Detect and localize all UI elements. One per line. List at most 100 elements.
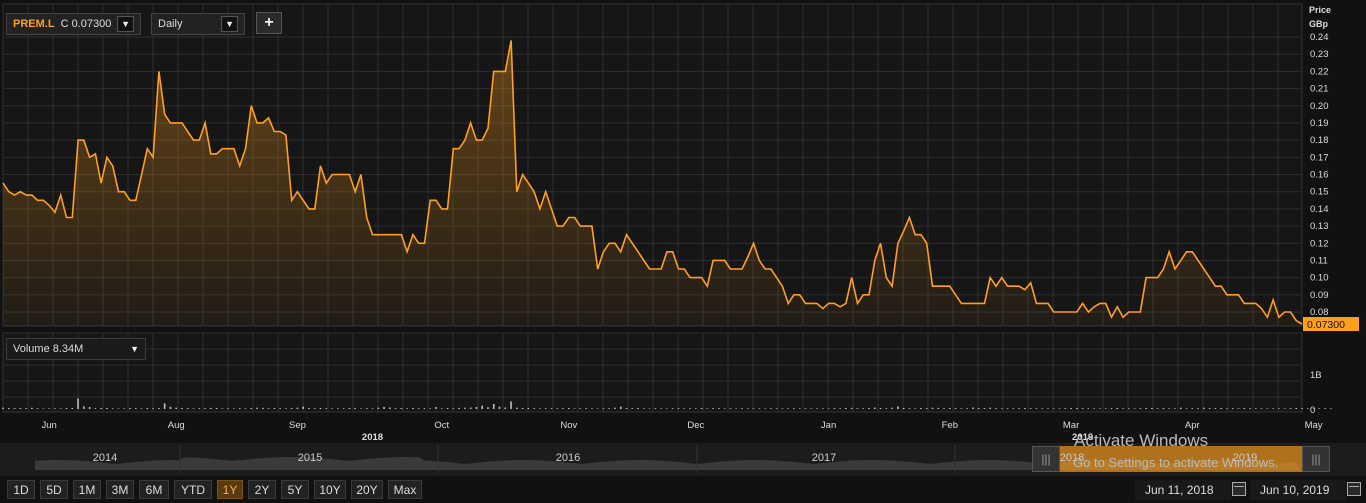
volume-bar [567, 408, 570, 409]
volume-bar [83, 406, 85, 409]
volume-bar [862, 408, 865, 409]
start-date[interactable]: Jun 11, 2018 [1135, 480, 1231, 500]
volume-bar [417, 408, 420, 409]
volume-bar [475, 407, 478, 409]
range-button-2y[interactable]: 2Y [248, 480, 276, 499]
range-button-5d[interactable]: 5D [40, 480, 68, 499]
x-tick-label: Feb [942, 420, 958, 431]
volume-bar [7, 408, 10, 409]
volume-bar [539, 408, 541, 409]
volume-bar [925, 408, 928, 409]
volume-bar [879, 408, 882, 409]
volume-bar [619, 406, 622, 409]
y-tick-label: 0.20 [1310, 101, 1329, 112]
volume-bar [100, 408, 102, 409]
volume-selector[interactable]: Volume 8.34M ▼ [6, 338, 146, 360]
volume-bar [902, 408, 905, 409]
volume-bar [1220, 408, 1222, 409]
interval-selector[interactable]: Daily ▼ [151, 13, 245, 35]
volume-bar [169, 406, 172, 409]
volume-bar [215, 408, 218, 409]
navigator-year-label: 2019 [1233, 452, 1257, 464]
range-button-5y[interactable]: 5Y [281, 480, 309, 499]
volume-bar [643, 408, 645, 409]
range-button-20y[interactable]: 20Y [351, 480, 383, 499]
range-button-1y[interactable]: 1Y [217, 480, 243, 499]
volume-bar [954, 408, 957, 409]
volume-bar [1283, 408, 1286, 409]
y-tick-label: 0.17 [1310, 152, 1329, 163]
volume-bar [706, 408, 709, 409]
volume-bar [850, 407, 853, 409]
range-button-10y[interactable]: 10Y [314, 480, 346, 499]
volume-bar [516, 407, 518, 409]
y-tick-label: 0.15 [1310, 187, 1329, 198]
volume-bar [129, 408, 131, 409]
volume-bar [798, 408, 801, 409]
volume-bar [2, 407, 4, 409]
volume-bar [469, 407, 472, 409]
volume-bar [1260, 408, 1263, 409]
range-button-1m[interactable]: 1M [73, 480, 101, 499]
volume-bar [435, 407, 437, 409]
volume-bar [683, 408, 686, 409]
volume-bar [827, 408, 830, 409]
volume-bar [689, 408, 691, 409]
volume-bar [1087, 408, 1090, 409]
volume-bar [1162, 408, 1165, 409]
chevron-down-icon[interactable]: ▼ [221, 16, 238, 32]
range-button-max[interactable]: Max [388, 480, 422, 499]
volume-bar [1203, 407, 1205, 409]
volume-bar [106, 408, 108, 409]
volume-bar [1318, 408, 1321, 409]
y-tick-label: 0.11 [1310, 255, 1328, 266]
volume-bar [666, 408, 668, 409]
navigator-right-handle[interactable]: ||| [1302, 446, 1330, 472]
volume-bar [949, 408, 951, 409]
last-value-label: 0.07300 [1307, 319, 1345, 331]
y-tick-label: 0.10 [1310, 273, 1329, 284]
navigator-area [35, 457, 1300, 470]
volume-bar [671, 408, 674, 409]
plus-icon[interactable]: + [256, 12, 282, 34]
range-button-6m[interactable]: 6M [139, 480, 169, 499]
volume-bar [1312, 408, 1315, 409]
chevron-down-icon[interactable]: ▼ [117, 16, 134, 32]
chevron-down-icon[interactable]: ▼ [130, 344, 139, 354]
volume-bar [631, 408, 634, 409]
navigator-left-handle[interactable]: ||| [1032, 446, 1060, 472]
watermark-subtitle: Go to Settings to activate Windows. [1073, 455, 1278, 470]
volume-bar [1093, 408, 1095, 409]
calendar-icon[interactable] [1347, 482, 1361, 496]
volume-bar [140, 408, 143, 409]
calendar-icon[interactable] [1232, 482, 1246, 496]
volume-bar [400, 408, 403, 409]
range-button-3m[interactable]: 3M [106, 480, 134, 499]
volume-bar [1024, 408, 1026, 409]
volume-bar [602, 408, 605, 409]
x-tick-label: Apr [1185, 420, 1200, 431]
volume-bar [36, 408, 39, 409]
volume-bar [741, 408, 743, 409]
volume-bar [65, 408, 68, 409]
range-button-ytd[interactable]: YTD [174, 480, 212, 499]
volume-bar [1168, 408, 1171, 409]
volume-bar [296, 407, 299, 409]
volume-bar [181, 408, 183, 409]
volume-bar [695, 408, 697, 409]
volume-bar [146, 408, 149, 409]
volume-bar [931, 407, 934, 409]
volume-bar [1133, 408, 1136, 409]
volume-bar [290, 408, 293, 409]
range-button-1d[interactable]: 1D [7, 480, 35, 499]
volume-bar [423, 408, 426, 409]
volume-bar [972, 407, 974, 409]
symbol-selector[interactable]: PREM.L C 0.07300 ▼ [6, 13, 141, 35]
volume-bar [354, 408, 356, 409]
volume-bar [1208, 408, 1211, 409]
volume-bar [256, 407, 258, 409]
end-date[interactable]: Jun 10, 2019 [1250, 480, 1346, 500]
x-tick-label: Jan [821, 420, 836, 431]
volume-bar [31, 407, 33, 409]
